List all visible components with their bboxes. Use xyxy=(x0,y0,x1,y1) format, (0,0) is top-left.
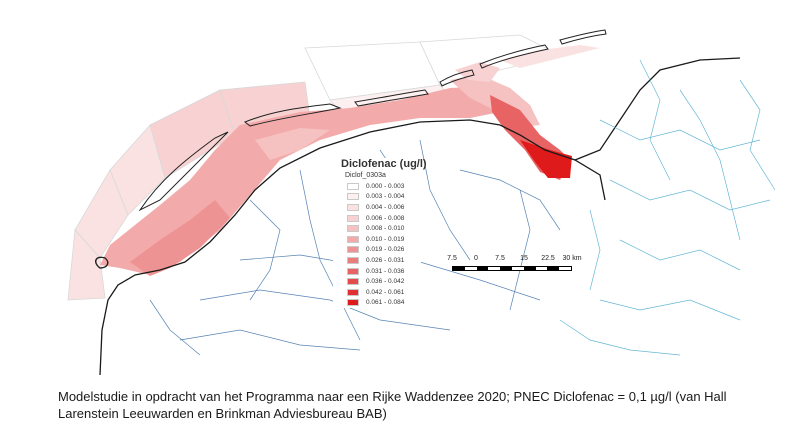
legend-row: 0.026 - 0.031 xyxy=(347,255,421,266)
map-legend: Diclofenac (ug/l) Diclof_0303a 0.000 - 0… xyxy=(333,158,427,309)
legend-row: 0.003 - 0.004 xyxy=(347,192,421,203)
legend-swatch xyxy=(347,235,359,243)
legend-row: 0.000 - 0.003 xyxy=(347,181,421,192)
legend-row: 0.031 - 0.036 xyxy=(347,266,421,277)
legend-swatch xyxy=(347,203,359,211)
legend-row: 0.061 - 0.084 xyxy=(347,298,421,309)
scale-segment xyxy=(500,267,512,270)
scale-segment xyxy=(476,267,489,270)
scale-segment xyxy=(453,267,465,270)
legend-row: 0.042 - 0.061 xyxy=(347,287,421,298)
legend-row: 0.019 - 0.026 xyxy=(347,245,421,256)
wadden-sea-concentration xyxy=(100,45,600,276)
scale-segment xyxy=(464,267,477,270)
legend-range-label: 0.019 - 0.026 xyxy=(366,246,405,254)
scale-tick-label: 7.5 xyxy=(495,255,505,262)
scale-segment xyxy=(488,267,501,270)
legend-range-label: 0.042 - 0.061 xyxy=(366,288,405,296)
legend-range-label: 0.006 - 0.008 xyxy=(366,214,405,222)
legend-range-label: 0.061 - 0.084 xyxy=(366,299,405,307)
scale-segment xyxy=(523,267,536,270)
scale-bar: 7.5 0 7.5 15 22.5 30 km xyxy=(440,255,590,281)
legend-swatch xyxy=(347,267,359,275)
scale-segment xyxy=(559,267,571,270)
legend-classes: 0.000 - 0.003 0.003 - 0.004 0.004 - 0.006 0… xyxy=(333,181,421,308)
legend-range-label: 0.036 - 0.042 xyxy=(366,278,405,286)
legend-layer-name: Diclof_0303a xyxy=(345,172,386,179)
figure-caption: Modelstudie in opdracht van het Programm… xyxy=(58,389,727,421)
wadden-islands xyxy=(95,29,607,269)
scale-tick-label: 0 xyxy=(474,255,478,262)
scale-segment xyxy=(511,267,524,270)
legend-row: 0.008 - 0.010 xyxy=(347,223,421,234)
scale-bar-segments xyxy=(452,266,572,271)
legend-row: 0.004 - 0.006 xyxy=(347,202,421,213)
legend-row: 0.010 - 0.019 xyxy=(347,234,421,245)
scale-tick-label: 15 xyxy=(520,255,528,262)
legend-range-label: 0.031 - 0.036 xyxy=(366,267,405,275)
legend-range-label: 0.004 - 0.006 xyxy=(366,203,405,211)
legend-range-label: 0.010 - 0.019 xyxy=(366,235,405,243)
legend-swatch xyxy=(347,299,359,307)
legend-range-label: 0.003 - 0.004 xyxy=(366,193,405,201)
legend-swatch xyxy=(347,214,359,222)
legend-range-label: 0.026 - 0.031 xyxy=(366,256,405,264)
eastern-waterways xyxy=(559,59,776,356)
inland-waterways xyxy=(149,139,561,356)
legend-range-label: 0.008 - 0.010 xyxy=(366,225,405,233)
legend-swatch xyxy=(347,246,359,254)
map-canvas xyxy=(67,29,776,375)
legend-swatch xyxy=(347,256,359,264)
legend-row: 0.036 - 0.042 xyxy=(347,276,421,287)
scale-segment xyxy=(547,267,560,270)
scale-tick-label: 30 km xyxy=(562,255,582,262)
legend-title: Diclofenac (ug/l) xyxy=(341,158,427,170)
scale-segment xyxy=(535,267,548,270)
legend-swatch xyxy=(347,225,359,233)
scale-tick-label: 7.5 xyxy=(447,255,457,262)
legend-swatch xyxy=(347,278,359,286)
legend-swatch xyxy=(347,193,359,201)
legend-swatch xyxy=(347,288,359,296)
concentration-map xyxy=(67,29,776,375)
legend-range-label: 0.000 - 0.003 xyxy=(366,182,405,190)
legend-row: 0.006 - 0.008 xyxy=(347,213,421,224)
mainland-coastline xyxy=(99,57,741,375)
legend-swatch xyxy=(347,182,359,190)
scale-tick-label: 22.5 xyxy=(541,255,555,262)
